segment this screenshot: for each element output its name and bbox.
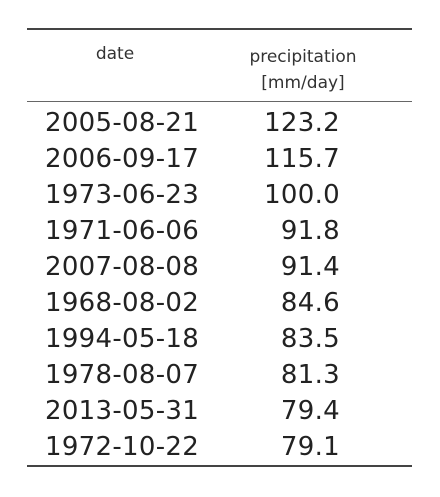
table-body: 2005-08-21 123.2 2006-09-17 115.7 1973-0… (27, 105, 412, 465)
table-header-rule (27, 101, 412, 102)
precipitation-cell: 84.6 (280, 288, 340, 318)
table-bottom-rule (27, 465, 412, 467)
precipitation-cell: 115.7 (264, 144, 340, 174)
table-row: 2006-09-17 115.7 (27, 141, 412, 177)
precipitation-cell: 100.0 (264, 180, 340, 210)
precipitation-cell: 81.3 (280, 360, 340, 390)
table-row: 1973-06-23 100.0 (27, 177, 412, 213)
precipitation-cell: 123.2 (264, 108, 340, 138)
date-cell: 1968-08-02 (45, 288, 200, 318)
date-cell: 2007-08-08 (45, 252, 200, 282)
column-header-precipitation: precipitation [mm/day] (218, 44, 388, 96)
table-row: 1994-05-18 83.5 (27, 321, 412, 357)
column-header-date: date (95, 44, 135, 64)
precipitation-cell: 79.4 (280, 396, 340, 426)
date-cell: 1978-08-07 (45, 360, 200, 390)
column-header-precipitation-unit: [mm/day] (261, 73, 345, 93)
date-cell: 1994-05-18 (45, 324, 200, 354)
date-cell: 1971-06-06 (45, 216, 200, 246)
date-cell: 2006-09-17 (45, 144, 200, 174)
table-row: 1968-08-02 84.6 (27, 285, 412, 321)
precipitation-cell: 79.1 (280, 432, 340, 462)
table-row: 1978-08-07 81.3 (27, 357, 412, 393)
date-cell: 1973-06-23 (45, 180, 200, 210)
table-row: 2013-05-31 79.4 (27, 393, 412, 429)
column-header-precipitation-label: precipitation (249, 47, 357, 67)
date-cell: 1972-10-22 (45, 432, 200, 462)
date-cell: 2013-05-31 (45, 396, 200, 426)
table-top-rule (27, 28, 412, 30)
table-row: 1972-10-22 79.1 (27, 429, 412, 465)
precipitation-cell: 91.8 (280, 216, 340, 246)
date-cell: 2005-08-21 (45, 108, 200, 138)
table-row: 1971-06-06 91.8 (27, 213, 412, 249)
table-row: 2005-08-21 123.2 (27, 105, 412, 141)
precipitation-cell: 83.5 (280, 324, 340, 354)
table-row: 2007-08-08 91.4 (27, 249, 412, 285)
precipitation-cell: 91.4 (280, 252, 340, 282)
